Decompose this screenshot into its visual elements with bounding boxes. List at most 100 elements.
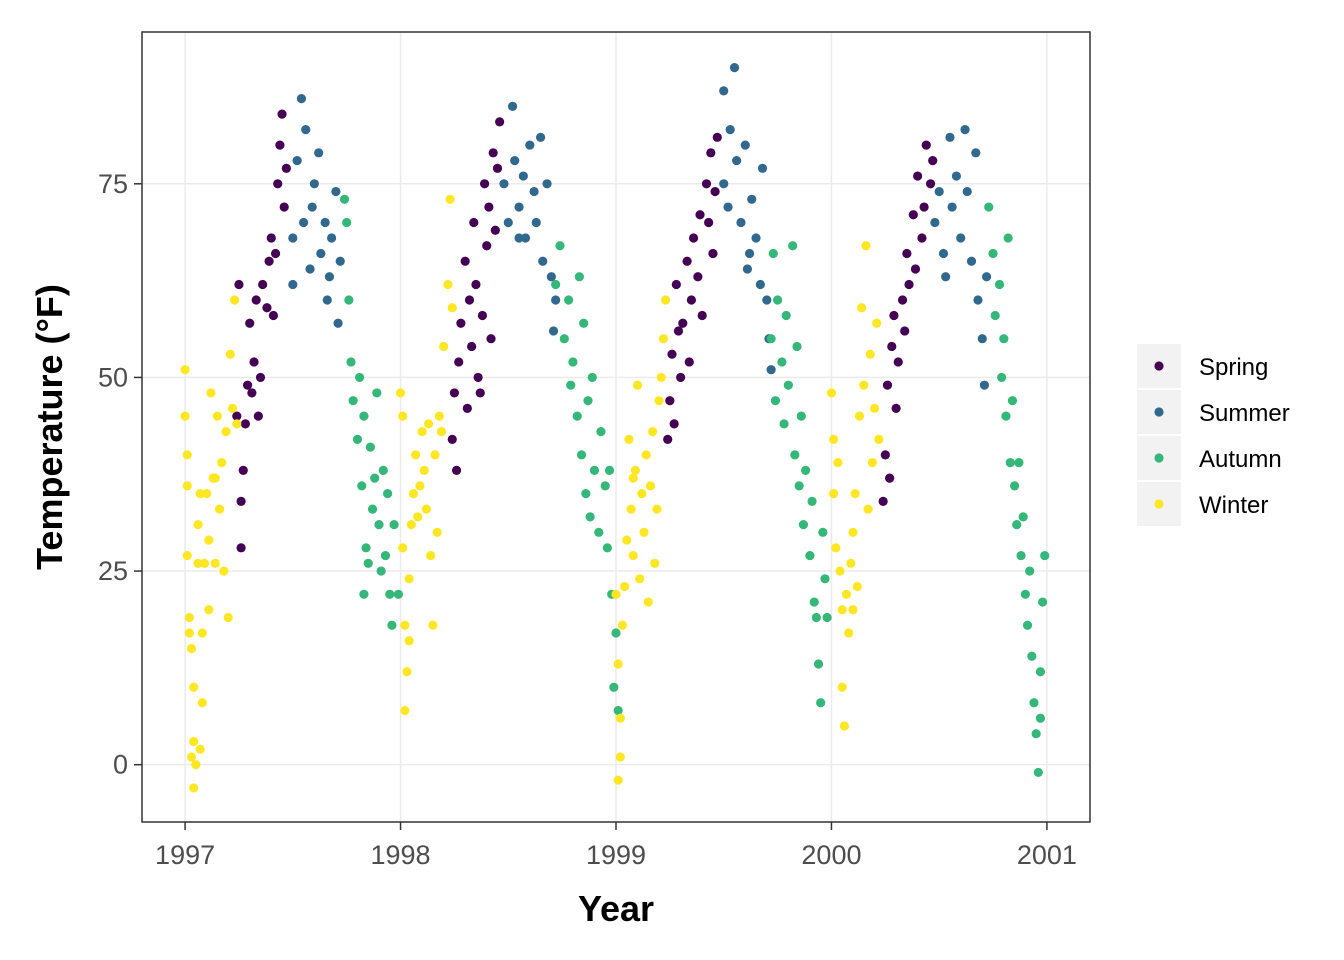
data-point	[1035, 667, 1046, 677]
data-point	[419, 465, 429, 475]
data-point	[596, 427, 606, 437]
data-point	[729, 63, 740, 73]
data-point	[268, 310, 279, 321]
data-point	[833, 458, 843, 468]
data-point	[766, 365, 776, 375]
data-point	[564, 295, 574, 305]
data-point	[751, 233, 761, 243]
data-point	[650, 558, 660, 568]
series-spring	[232, 109, 938, 553]
data-point	[835, 566, 845, 576]
data-point	[704, 217, 714, 228]
data-point	[960, 124, 970, 135]
data-point	[473, 372, 483, 383]
data-point	[189, 736, 199, 747]
data-point	[613, 659, 623, 669]
data-point	[839, 721, 849, 731]
data-point	[331, 186, 341, 197]
data-point	[979, 380, 990, 390]
data-point	[794, 481, 804, 491]
data-point	[217, 458, 227, 468]
data-point	[535, 132, 546, 142]
legend: Spring Summer Autumn Winter	[1137, 344, 1290, 526]
data-point	[197, 628, 207, 638]
data-point	[781, 310, 791, 321]
data-point	[626, 504, 636, 514]
data-point	[374, 519, 384, 530]
data-point	[1005, 458, 1015, 468]
data-point	[365, 442, 375, 452]
data-point	[624, 434, 634, 444]
data-point	[857, 303, 867, 313]
data-point	[546, 272, 556, 282]
data-point	[1014, 458, 1024, 468]
data-point	[772, 295, 783, 305]
data-point	[273, 179, 283, 189]
y-tick-label: 0	[113, 750, 128, 780]
data-point	[878, 496, 888, 506]
data-point	[994, 279, 1005, 290]
data-point	[755, 279, 765, 290]
data-point	[518, 171, 528, 181]
data-point	[897, 295, 908, 305]
data-point	[189, 783, 199, 793]
data-point	[585, 512, 595, 522]
data-point	[551, 279, 561, 290]
data-point	[576, 450, 587, 460]
data-point	[426, 550, 436, 561]
data-point	[348, 396, 358, 406]
data-point	[798, 519, 809, 530]
data-point	[202, 489, 212, 499]
data-point	[620, 581, 630, 592]
data-point	[195, 489, 205, 499]
data-point	[288, 279, 298, 290]
data-point	[447, 303, 457, 313]
data-point	[757, 163, 768, 173]
series-autumn	[339, 194, 1050, 778]
data-point	[456, 318, 466, 328]
data-point	[604, 465, 615, 475]
data-point	[255, 372, 266, 383]
data-point	[850, 489, 860, 499]
data-point	[193, 519, 203, 530]
data-point	[240, 419, 251, 429]
data-point	[848, 605, 858, 615]
data-point	[305, 264, 315, 274]
data-point	[673, 326, 684, 336]
data-point	[206, 388, 216, 398]
data-point	[971, 148, 981, 158]
data-point	[210, 558, 220, 568]
data-point	[615, 752, 625, 762]
data-point	[783, 380, 793, 390]
y-axis: 0 25 50 75	[98, 169, 142, 780]
x-tick-label: 2001	[1017, 840, 1077, 870]
data-point	[538, 256, 548, 266]
data-point	[346, 357, 356, 367]
data-point	[688, 233, 699, 243]
y-tick-label: 50	[98, 362, 128, 392]
data-point	[447, 434, 457, 444]
data-point	[678, 318, 688, 328]
data-point	[372, 388, 382, 398]
data-point	[882, 380, 893, 390]
data-point	[1016, 550, 1026, 561]
data-point	[639, 527, 649, 537]
data-points	[180, 63, 1050, 793]
data-point	[790, 450, 800, 460]
data-point	[184, 628, 194, 638]
data-point	[464, 295, 475, 305]
data-point	[837, 605, 847, 615]
data-point	[693, 272, 703, 282]
data-point	[400, 620, 410, 630]
data-point	[432, 527, 442, 537]
data-point	[999, 334, 1009, 344]
data-point	[389, 519, 399, 530]
data-point	[744, 248, 755, 259]
data-point	[654, 396, 664, 406]
data-point	[184, 612, 194, 623]
data-point	[676, 372, 686, 383]
legend-marker	[1154, 453, 1164, 463]
data-point	[841, 589, 852, 599]
data-point	[333, 318, 343, 328]
